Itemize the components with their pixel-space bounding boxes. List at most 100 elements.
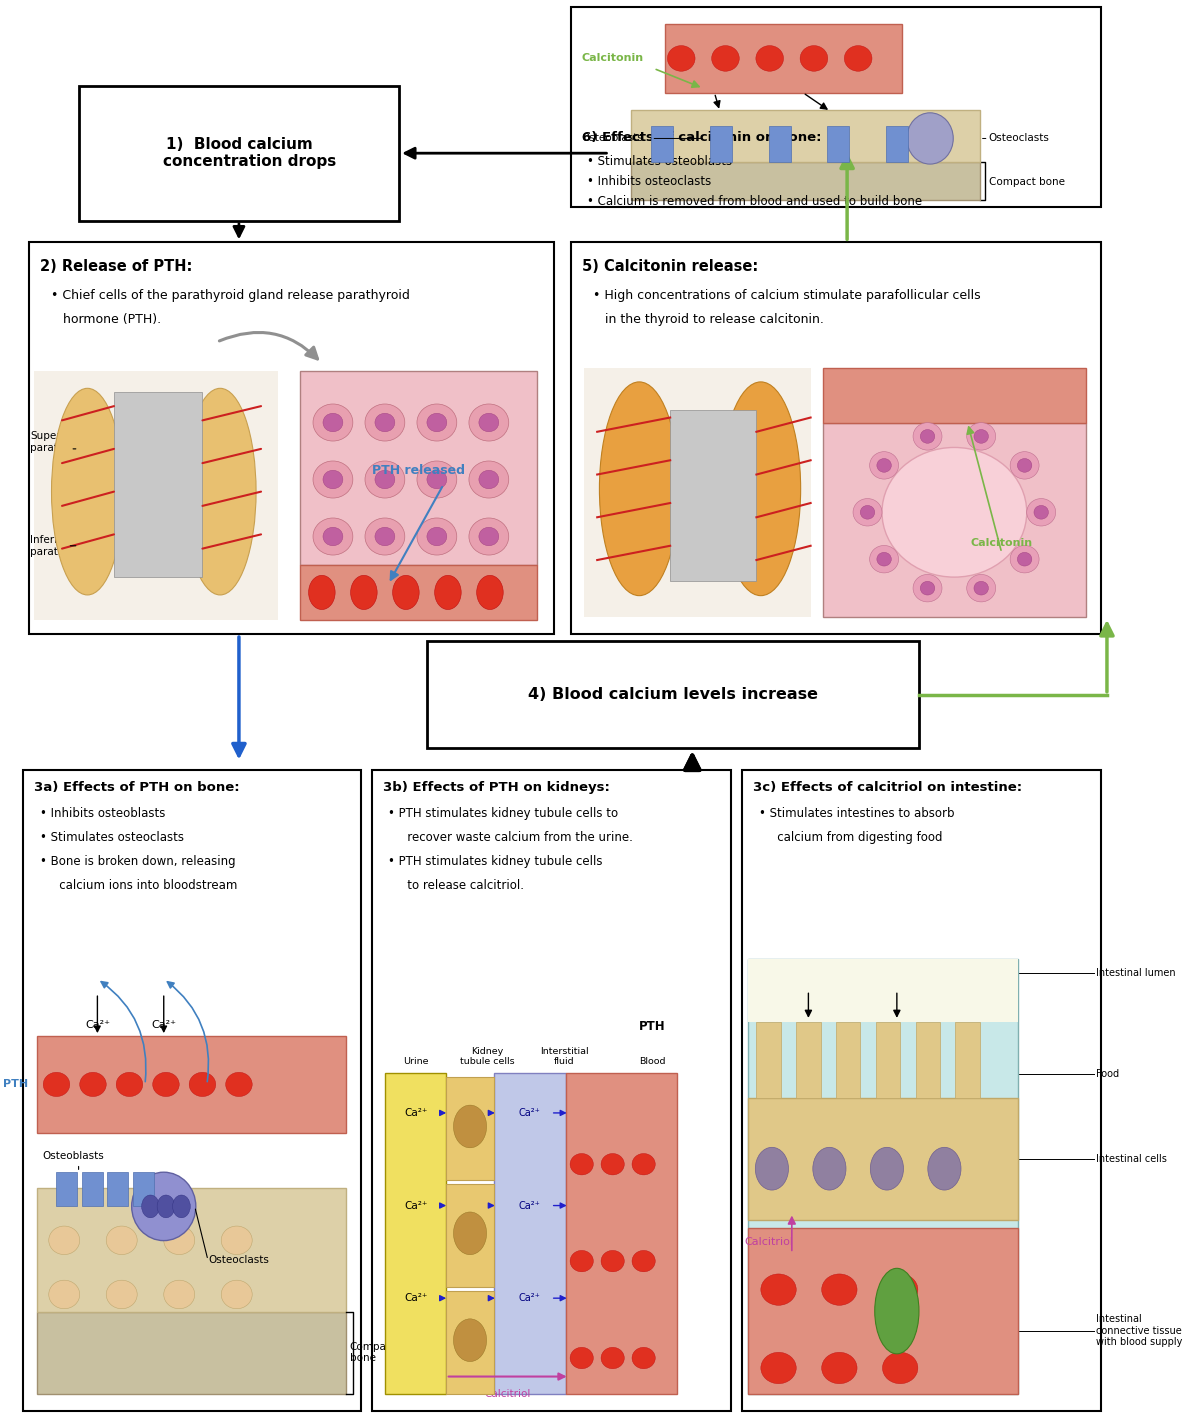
Ellipse shape <box>907 113 954 164</box>
Text: • Stimulates osteoblasts: • Stimulates osteoblasts <box>587 155 733 168</box>
Ellipse shape <box>479 527 499 546</box>
Ellipse shape <box>107 1226 138 1254</box>
FancyBboxPatch shape <box>37 1311 346 1394</box>
Text: • PTH stimulates kidney tubule cells to: • PTH stimulates kidney tubule cells to <box>388 807 618 819</box>
Ellipse shape <box>1034 506 1048 519</box>
FancyBboxPatch shape <box>37 1188 346 1311</box>
Text: Intestinal
connective tissue
with blood supply: Intestinal connective tissue with blood … <box>1096 1314 1182 1348</box>
Text: • High concentrations of calcium stimulate parafollicular cells: • High concentrations of calcium stimula… <box>593 289 981 302</box>
Circle shape <box>477 576 503 610</box>
Circle shape <box>157 1196 174 1218</box>
Text: 1)  Blood calcium
    concentration drops: 1) Blood calcium concentration drops <box>142 137 336 170</box>
Text: recover waste calcium from the urine.: recover waste calcium from the urine. <box>396 831 633 844</box>
Ellipse shape <box>427 527 447 546</box>
Circle shape <box>173 1196 190 1218</box>
Text: Ca²⁺: Ca²⁺ <box>459 1107 482 1119</box>
Text: 6) Effects of calcitonin on bone:: 6) Effects of calcitonin on bone: <box>581 131 821 144</box>
FancyBboxPatch shape <box>24 770 361 1411</box>
FancyBboxPatch shape <box>427 641 919 748</box>
Text: • Chief cells of the parathyroid gland release parathyroid: • Chief cells of the parathyroid gland r… <box>51 289 410 302</box>
FancyBboxPatch shape <box>875 1022 900 1099</box>
Text: Calcitriol: Calcitriol <box>745 1237 793 1247</box>
FancyBboxPatch shape <box>886 127 908 162</box>
FancyBboxPatch shape <box>114 392 203 577</box>
Text: Ca²⁺: Ca²⁺ <box>459 1292 482 1304</box>
FancyBboxPatch shape <box>82 1173 103 1207</box>
Ellipse shape <box>375 527 395 546</box>
Ellipse shape <box>190 1072 216 1097</box>
Ellipse shape <box>882 1352 918 1384</box>
Text: Calcitonin: Calcitonin <box>581 53 644 64</box>
Ellipse shape <box>164 1280 195 1308</box>
FancyBboxPatch shape <box>446 1291 495 1394</box>
FancyBboxPatch shape <box>710 127 732 162</box>
Ellipse shape <box>761 1352 796 1384</box>
Text: 3a) Effects of PTH on bone:: 3a) Effects of PTH on bone: <box>34 781 240 794</box>
Ellipse shape <box>43 1072 70 1097</box>
Ellipse shape <box>876 459 892 472</box>
FancyBboxPatch shape <box>827 127 849 162</box>
Ellipse shape <box>375 413 395 432</box>
Text: Osteoblasts: Osteoblasts <box>43 1151 104 1161</box>
Ellipse shape <box>1010 452 1039 479</box>
Text: calcium from digesting food: calcium from digesting food <box>766 831 943 844</box>
Text: Food: Food <box>1096 1069 1120 1079</box>
Ellipse shape <box>153 1072 179 1097</box>
Ellipse shape <box>853 499 882 526</box>
Text: Ca²⁺: Ca²⁺ <box>518 1200 541 1211</box>
Ellipse shape <box>721 382 801 596</box>
Text: PTH: PTH <box>2 1079 27 1090</box>
Ellipse shape <box>323 470 343 489</box>
FancyBboxPatch shape <box>570 7 1102 207</box>
FancyBboxPatch shape <box>446 1184 495 1287</box>
Ellipse shape <box>479 470 499 489</box>
Ellipse shape <box>967 574 996 601</box>
Text: • Bone is broken down, releasing: • Bone is broken down, releasing <box>40 855 236 868</box>
Ellipse shape <box>570 1251 593 1271</box>
Ellipse shape <box>844 46 872 71</box>
Ellipse shape <box>116 1072 142 1097</box>
FancyBboxPatch shape <box>34 370 278 620</box>
Text: PTH: PTH <box>639 1020 665 1033</box>
Text: • Stimulates intestines to absorb: • Stimulates intestines to absorb <box>759 807 955 819</box>
FancyBboxPatch shape <box>446 1077 495 1180</box>
Ellipse shape <box>882 447 1027 577</box>
Text: • Stimulates osteoclasts: • Stimulates osteoclasts <box>40 831 184 844</box>
FancyBboxPatch shape <box>57 1173 77 1207</box>
Text: Intestinal lumen: Intestinal lumen <box>1096 968 1175 979</box>
Text: Calcitonin: Calcitonin <box>970 537 1033 549</box>
Circle shape <box>308 576 336 610</box>
Circle shape <box>453 1320 486 1362</box>
FancyBboxPatch shape <box>631 110 980 162</box>
Circle shape <box>453 1106 486 1149</box>
Text: • PTH stimulates kidney tubule cells: • PTH stimulates kidney tubule cells <box>388 855 602 868</box>
Ellipse shape <box>132 1173 196 1241</box>
Ellipse shape <box>632 1348 655 1368</box>
Ellipse shape <box>869 452 899 479</box>
FancyBboxPatch shape <box>670 410 757 581</box>
Ellipse shape <box>668 46 695 71</box>
Circle shape <box>927 1147 961 1190</box>
FancyBboxPatch shape <box>385 1073 446 1394</box>
Text: Ca²⁺: Ca²⁺ <box>152 1020 177 1030</box>
Ellipse shape <box>184 389 256 596</box>
Ellipse shape <box>427 470 447 489</box>
Ellipse shape <box>51 389 123 596</box>
Circle shape <box>393 576 419 610</box>
Ellipse shape <box>79 1072 107 1097</box>
Text: 3b) Effects of PTH on kidneys:: 3b) Effects of PTH on kidneys: <box>383 781 610 794</box>
FancyBboxPatch shape <box>796 1022 821 1099</box>
FancyBboxPatch shape <box>747 959 1019 1394</box>
Ellipse shape <box>875 1268 919 1354</box>
Ellipse shape <box>417 460 457 497</box>
Text: Blood: Blood <box>639 1057 665 1066</box>
FancyBboxPatch shape <box>300 370 537 564</box>
FancyBboxPatch shape <box>570 242 1102 634</box>
FancyBboxPatch shape <box>916 1022 940 1099</box>
Ellipse shape <box>882 1274 918 1305</box>
Ellipse shape <box>468 405 509 442</box>
FancyBboxPatch shape <box>742 770 1102 1411</box>
Ellipse shape <box>822 1352 857 1384</box>
FancyBboxPatch shape <box>584 368 810 617</box>
Ellipse shape <box>822 1274 857 1305</box>
